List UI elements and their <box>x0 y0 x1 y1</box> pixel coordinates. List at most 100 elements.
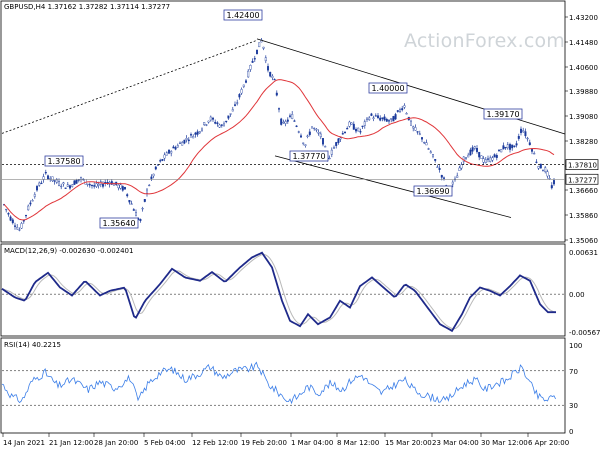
candle <box>271 74 274 81</box>
candle-body <box>297 131 300 133</box>
candle-body <box>339 137 342 140</box>
candle <box>350 122 353 125</box>
candle <box>11 217 14 225</box>
rsi-tick-label: 70 <box>569 368 578 376</box>
candle <box>293 119 296 122</box>
candle-body <box>335 142 338 146</box>
candle-body <box>134 212 137 217</box>
candle-body <box>319 133 322 138</box>
candle-body <box>346 128 349 130</box>
candle <box>379 115 382 122</box>
candle <box>289 113 292 119</box>
price-tick: 1.41480 <box>565 39 598 47</box>
annotation-label: 1.40000 <box>371 84 404 93</box>
dotted-trendline <box>1 39 258 134</box>
candle-body <box>379 117 382 121</box>
candle-body <box>550 185 553 189</box>
candle <box>427 147 430 150</box>
candle <box>269 71 272 78</box>
candle-body <box>542 170 545 172</box>
candle-body <box>511 144 514 149</box>
candle <box>405 112 408 115</box>
candle-body <box>220 124 223 126</box>
candle <box>535 159 538 164</box>
macd-tick-label: 0.00631 <box>569 249 598 257</box>
candle-body <box>460 164 463 169</box>
price-tick-label: 1.35860 <box>569 212 598 220</box>
candle-body <box>372 117 375 119</box>
candle-body <box>482 158 485 163</box>
candle-body <box>383 116 386 121</box>
candle-body <box>434 159 437 161</box>
candle <box>139 218 142 223</box>
price-pane <box>0 0 566 243</box>
candle <box>524 128 527 139</box>
candle <box>282 119 285 124</box>
candle-body <box>209 116 212 121</box>
candle <box>128 200 131 205</box>
candle-body <box>399 109 402 112</box>
candle <box>88 182 91 188</box>
candle <box>458 165 461 172</box>
candle-body <box>478 151 481 158</box>
candle-body <box>205 124 208 126</box>
candle <box>159 158 162 163</box>
candle <box>390 118 393 123</box>
candle <box>460 162 463 171</box>
candle <box>520 126 523 136</box>
candle <box>478 151 481 161</box>
candle-body <box>60 185 63 188</box>
candle <box>425 139 428 146</box>
price-tick-label: 1.39880 <box>569 88 598 96</box>
candle <box>416 131 419 135</box>
candle-body <box>170 151 173 154</box>
candle <box>394 112 397 120</box>
candle-body <box>271 75 274 78</box>
watermark: ActionForex.com <box>404 30 565 52</box>
candle-body <box>273 78 276 81</box>
candle-body <box>75 180 78 184</box>
candle-body <box>9 216 12 221</box>
candle-body <box>211 117 214 120</box>
candle <box>291 111 294 120</box>
candle-body <box>425 142 428 146</box>
candle <box>500 148 503 153</box>
candle <box>200 127 203 132</box>
candle <box>506 142 509 150</box>
price-annotation: 1.42400 <box>223 9 263 21</box>
candle <box>392 115 395 122</box>
candle <box>311 126 314 129</box>
candle-body <box>412 126 415 129</box>
candle-body <box>451 181 454 185</box>
candle <box>357 127 360 132</box>
time-tick: 8 Mar 12:00 <box>336 433 379 447</box>
candle-body <box>535 161 538 163</box>
candle <box>352 121 355 130</box>
candle <box>418 130 421 136</box>
candle-body <box>291 114 294 119</box>
moving-average-line <box>3 79 555 221</box>
candle-body <box>196 131 199 135</box>
candle-body <box>539 163 542 169</box>
candle-body <box>194 132 197 135</box>
candle-body <box>101 184 104 187</box>
candle-body <box>385 118 388 122</box>
candle-body <box>410 120 413 126</box>
candle-body <box>295 125 298 127</box>
candle-body <box>207 120 210 123</box>
candle <box>207 120 210 124</box>
candle <box>196 129 199 137</box>
candle <box>174 145 177 151</box>
candle <box>20 221 23 230</box>
candle-body <box>262 46 265 49</box>
candle <box>302 142 305 146</box>
candle-body <box>284 121 287 124</box>
annotation-box <box>223 9 263 21</box>
candle <box>77 179 80 183</box>
candle-body <box>106 182 109 184</box>
candle-body <box>181 142 184 146</box>
time-tick: 15 Mar 20:00 <box>384 433 432 447</box>
candle-body <box>344 131 347 134</box>
candle <box>18 227 21 232</box>
candle-body <box>227 115 230 119</box>
